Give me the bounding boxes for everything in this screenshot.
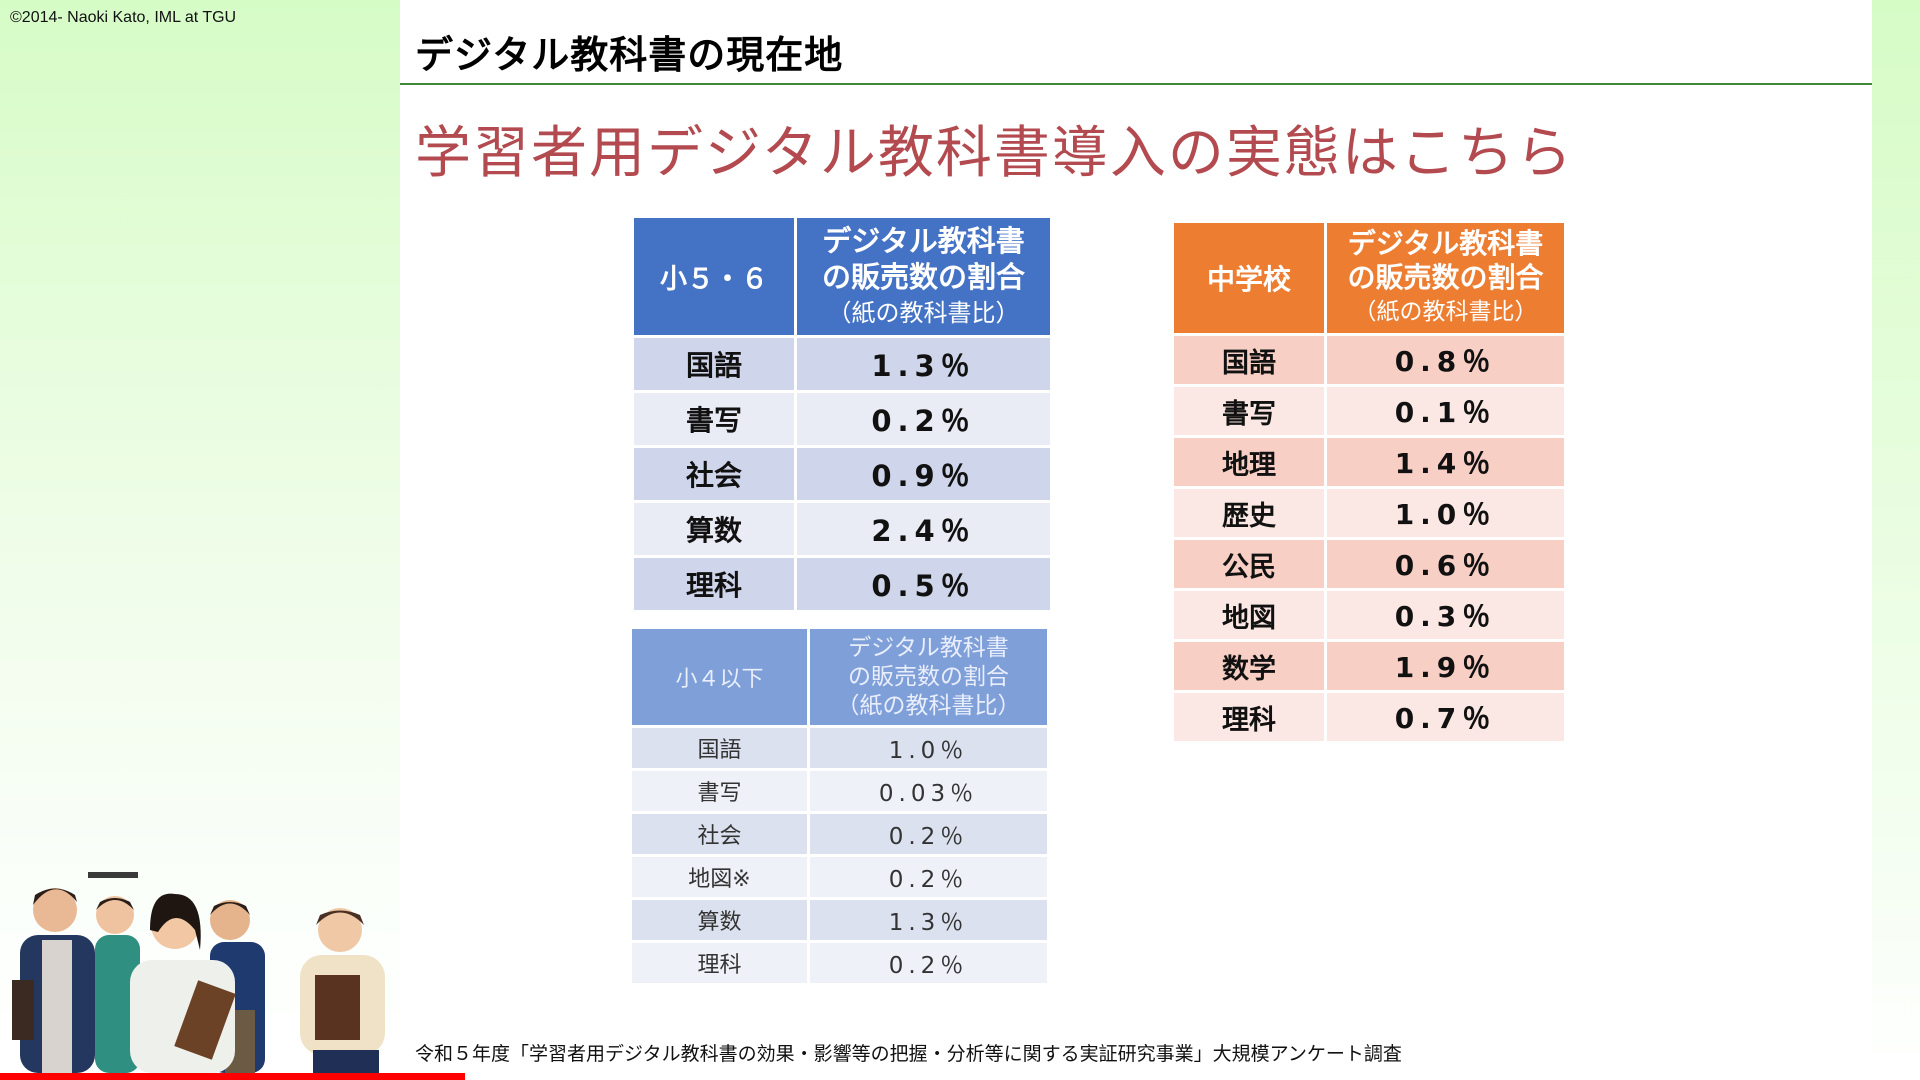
table-row: 算数 1.3％ bbox=[629, 897, 1050, 943]
ratio-cell: 0.3％ bbox=[1324, 588, 1567, 642]
header-line: デジタル教科書 bbox=[848, 634, 1009, 661]
table-row: 歴史 1.0％ bbox=[1171, 486, 1567, 540]
table-header-ratio: デジタル教科書 の販売数の割合 （紙の教科書比） bbox=[807, 626, 1050, 728]
copyright-notice: ©2014- Naoki Kato, IML at TGU bbox=[10, 9, 237, 26]
ratio-cell: 1.4％ bbox=[1324, 435, 1567, 489]
header-line: （紙の教科書比） bbox=[1353, 299, 1538, 325]
table-body: 国語 0.8％ 書写 0.1％ 地理 1.4％ 歴史 1.0％ 公民 0.6％ 地図 0.3％ 数学 1.… bbox=[1171, 333, 1567, 744]
table-row: 地図 0.3％ bbox=[1171, 588, 1567, 642]
ratio-cell: 1.3％ bbox=[807, 897, 1050, 943]
table-body: 国語 1.3％ 書写 0.2％ 社会 0.9％ 算数 2.4％ 理科 0.5％ bbox=[631, 335, 1053, 613]
table-row: 書写 0.1％ bbox=[1171, 384, 1567, 438]
table-header-ratio: デジタル教科書 の販売数の割合 （紙の教科書比） bbox=[1324, 220, 1567, 336]
slide-title: デジタル教科書の現在地 bbox=[415, 33, 844, 77]
ratio-cell: 0.5％ bbox=[794, 555, 1053, 613]
ratio-cell: 0.2％ bbox=[807, 854, 1050, 900]
table-junior-high: 中学校 デジタル教科書 の販売数の割合 （紙の教科書比） 国語 0.8％ 書写 0.1… bbox=[1171, 220, 1567, 744]
student-figure bbox=[12, 888, 95, 1073]
table-row: 書写 0.2％ bbox=[631, 390, 1053, 448]
subject-cell: 書写 bbox=[1171, 384, 1327, 438]
ratio-cell: 0.6％ bbox=[1324, 537, 1567, 591]
table-header-row: 小４以下 デジタル教科書 の販売数の割合 （紙の教科書比） bbox=[629, 626, 1050, 728]
subject-cell: 算数 bbox=[629, 897, 810, 943]
source-footnote: 令和５年度「学習者用デジタル教科書の効果・影響等の把握・分析等に関する実証研究事… bbox=[415, 1043, 1402, 1065]
subject-cell: 算数 bbox=[631, 500, 797, 558]
table-row: 書写 0.03％ bbox=[629, 768, 1050, 814]
student-figure bbox=[300, 908, 385, 1073]
table-header-grade: 小４以下 bbox=[629, 626, 810, 728]
header-line: の販売数の割合 bbox=[848, 663, 1009, 690]
ratio-cell: 0.7％ bbox=[1324, 690, 1567, 744]
table-row: 社会 0.2％ bbox=[629, 811, 1050, 857]
student-figure bbox=[130, 893, 236, 1073]
ratio-cell: 0.2％ bbox=[807, 940, 1050, 986]
subject-cell: 地図※ bbox=[629, 854, 810, 900]
slide-progress-bar bbox=[0, 1073, 1920, 1080]
subject-cell: 地図 bbox=[1171, 588, 1327, 642]
table-header-row: 中学校 デジタル教科書 の販売数の割合 （紙の教科書比） bbox=[1171, 220, 1567, 336]
table-body: 国語 1.0％ 書写 0.03％ 社会 0.2％ 地図※ 0.2％ 算数 1.3％ 理科 0.2％ bbox=[629, 725, 1050, 986]
table-header-ratio: デジタル教科書 の販売数の割合 （紙の教科書比） bbox=[794, 215, 1053, 338]
header-line: の販売数の割合 bbox=[1347, 261, 1544, 294]
subject-cell: 数学 bbox=[1171, 639, 1327, 693]
table-header-row: 小５・６ デジタル教科書 の販売数の割合 （紙の教科書比） bbox=[631, 215, 1053, 338]
ratio-cell: 0.1％ bbox=[1324, 384, 1567, 438]
table-row: 公民 0.6％ bbox=[1171, 537, 1567, 591]
table-row: 算数 2.4％ bbox=[631, 500, 1053, 558]
subject-cell: 理科 bbox=[631, 555, 797, 613]
ratio-cell: 1.3％ bbox=[794, 335, 1053, 393]
slide-subtitle: 学習者用デジタル教科書導入の実態はこちら bbox=[415, 121, 1574, 186]
ratio-cell: 1.0％ bbox=[1324, 486, 1567, 540]
table-row: 数学 1.9％ bbox=[1171, 639, 1567, 693]
ratio-cell: 1.0％ bbox=[807, 725, 1050, 771]
subject-cell: 国語 bbox=[1171, 333, 1327, 387]
slide-progress-fill bbox=[0, 1073, 465, 1080]
table-row: 社会 0.9％ bbox=[631, 445, 1053, 503]
subject-cell: 理科 bbox=[1171, 690, 1327, 744]
table-row: 地理 1.4％ bbox=[1171, 435, 1567, 489]
header-line: デジタル教科書 bbox=[822, 223, 1025, 258]
subject-cell: 社会 bbox=[629, 811, 810, 857]
header-line: （紙の教科書比） bbox=[827, 298, 1020, 327]
subject-cell: 書写 bbox=[629, 768, 810, 814]
students-illustration bbox=[12, 872, 385, 1073]
table-row: 理科 0.7％ bbox=[1171, 690, 1567, 744]
table-row: 国語 1.3％ bbox=[631, 335, 1053, 393]
subject-cell: 歴史 bbox=[1171, 486, 1327, 540]
table-row: 理科 0.2％ bbox=[629, 940, 1050, 986]
header-line: （紙の教科書比） bbox=[836, 692, 1021, 719]
ratio-cell: 1.9％ bbox=[1324, 639, 1567, 693]
header-line: の販売数の割合 bbox=[821, 259, 1025, 294]
table-row: 理科 0.5％ bbox=[631, 555, 1053, 613]
table-elementary-5-6: 小５・６ デジタル教科書 の販売数の割合 （紙の教科書比） 国語 1.3％ 書写 0.… bbox=[631, 215, 1053, 613]
table-header-grade: 中学校 bbox=[1171, 220, 1327, 336]
subject-cell: 地理 bbox=[1171, 435, 1327, 489]
subject-cell: 社会 bbox=[631, 445, 797, 503]
table-row: 国語 1.0％ bbox=[629, 725, 1050, 771]
ratio-cell: 2.4％ bbox=[794, 500, 1053, 558]
table-elementary-4-below: 小４以下 デジタル教科書 の販売数の割合 （紙の教科書比） 国語 1.0％ 書写 0.… bbox=[629, 626, 1050, 986]
subject-cell: 公民 bbox=[1171, 537, 1327, 591]
ratio-cell: 0.8％ bbox=[1324, 333, 1567, 387]
ratio-cell: 0.03％ bbox=[807, 768, 1050, 814]
ratio-cell: 0.2％ bbox=[807, 811, 1050, 857]
ratio-cell: 0.2％ bbox=[794, 390, 1053, 448]
title-divider bbox=[400, 83, 1872, 85]
table-row: 地図※ 0.2％ bbox=[629, 854, 1050, 900]
subject-cell: 国語 bbox=[629, 725, 810, 771]
right-background-band bbox=[1872, 0, 1920, 1080]
subject-cell: 書写 bbox=[631, 390, 797, 448]
table-row: 国語 0.8％ bbox=[1171, 333, 1567, 387]
subject-cell: 国語 bbox=[631, 335, 797, 393]
student-figure bbox=[88, 872, 140, 1073]
subject-cell: 理科 bbox=[629, 940, 810, 986]
table-header-grade: 小５・６ bbox=[631, 215, 797, 338]
header-line: デジタル教科書 bbox=[1347, 227, 1544, 260]
ratio-cell: 0.9％ bbox=[794, 445, 1053, 503]
